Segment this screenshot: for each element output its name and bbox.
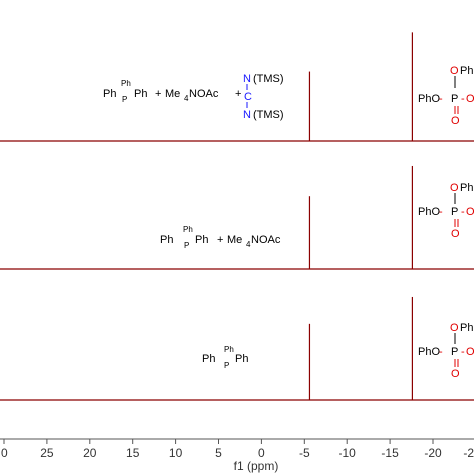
x-tick-label: 10 xyxy=(169,446,183,460)
x-tick-label: -20 xyxy=(424,446,442,460)
top-noac: NOAc xyxy=(189,88,219,100)
middle-structure-label: Ph Ph P Ph + Me 4 NOAc xyxy=(160,225,281,250)
phos-top-pho: PhO xyxy=(418,93,440,105)
x-tick-label: -5 xyxy=(299,446,310,460)
top-me-sub: 4 xyxy=(184,94,189,103)
middle-ph-upper: Ph xyxy=(183,225,193,234)
phos-top-o-lower: O xyxy=(451,115,460,127)
middle-ph-right: Ph xyxy=(195,234,208,246)
phos-bot-dash: - xyxy=(461,346,465,358)
middle-ph-left: Ph xyxy=(160,234,173,246)
phos-bot-ph: Ph xyxy=(460,322,473,334)
phos-top-o-link: - xyxy=(439,93,443,105)
phos-top-o: O xyxy=(450,65,459,77)
top-tms-upper: (TMS) xyxy=(253,73,284,85)
bottom-p: P xyxy=(224,361,229,370)
top-structure-label: Ph Ph P Ph + Me 4 NOAc + N (TMS) C N (TM… xyxy=(103,73,284,121)
middle-plus: + xyxy=(217,234,223,246)
top-tms-lower: (TMS) xyxy=(253,109,284,121)
top-p: P xyxy=(122,95,127,104)
top-ph-left: Ph xyxy=(103,88,116,100)
phos-mid-p: P xyxy=(451,206,458,218)
spectra-layer xyxy=(0,32,474,401)
spectrum-trace-3 xyxy=(0,296,474,401)
phos-mid-o: O xyxy=(450,182,459,194)
middle-me: Me xyxy=(227,234,242,246)
x-tick-label: -15 xyxy=(381,446,399,460)
bottom-structure-label: Ph Ph P Ph xyxy=(202,345,248,370)
x-axis-title: f1 (ppm) xyxy=(234,459,279,473)
top-n-upper: N xyxy=(243,73,251,85)
phos-bot-o-lower: O xyxy=(451,368,460,380)
top-plus-1: + xyxy=(155,88,161,100)
middle-p: P xyxy=(184,241,189,250)
x-tick-label: -2 xyxy=(463,446,474,460)
phosphate-middle: O Ph PhO - P - O O xyxy=(418,182,474,240)
x-axis xyxy=(0,438,474,444)
phos-top-o-right: O xyxy=(466,93,474,105)
phos-mid-ph: Ph xyxy=(460,182,473,194)
top-ph-right: Ph xyxy=(134,88,147,100)
phos-top-p: P xyxy=(451,93,458,105)
top-n-lower: N xyxy=(243,109,251,121)
phos-bot-o-right: O xyxy=(466,346,474,358)
top-c: C xyxy=(244,91,252,103)
x-tick-label: 20 xyxy=(83,446,97,460)
x-tick-label: -10 xyxy=(339,446,357,460)
phosphate-top: O Ph PhO - P - O O xyxy=(418,65,474,127)
middle-me-sub: 4 xyxy=(246,240,251,249)
bottom-ph-left: Ph xyxy=(202,353,215,365)
phosphate-bottom: O Ph PhO - P - O O xyxy=(418,322,474,380)
phos-mid-dash: - xyxy=(461,206,465,218)
middle-noac: NOAc xyxy=(251,234,281,246)
x-tick-label: 5 xyxy=(215,446,222,460)
top-me: Me xyxy=(165,88,180,100)
phos-mid-o-right: O xyxy=(466,206,474,218)
phos-mid-o-lower: O xyxy=(451,228,460,240)
top-plus-2: + xyxy=(235,88,241,100)
phos-bot-p: P xyxy=(451,346,458,358)
spectrum-trace-1 xyxy=(0,32,474,142)
x-tick-label: 0 xyxy=(1,446,8,460)
spectrum-trace-2 xyxy=(0,165,474,270)
phos-mid-pho: PhO xyxy=(418,206,440,218)
x-tick-label: 0 xyxy=(258,446,265,460)
bottom-ph-upper: Ph xyxy=(224,345,234,354)
phos-top-dash: - xyxy=(461,93,465,105)
x-tick-label: 25 xyxy=(40,446,54,460)
phos-bot-o-link: - xyxy=(439,346,443,358)
x-tick-label: 15 xyxy=(126,446,140,460)
phos-bot-o: O xyxy=(450,322,459,334)
phos-bot-pho: PhO xyxy=(418,346,440,358)
bottom-ph-right: Ph xyxy=(235,353,248,365)
top-ph-upper: Ph xyxy=(121,79,131,88)
phos-top-ph: Ph xyxy=(460,65,473,77)
phos-mid-o-link: - xyxy=(439,206,443,218)
